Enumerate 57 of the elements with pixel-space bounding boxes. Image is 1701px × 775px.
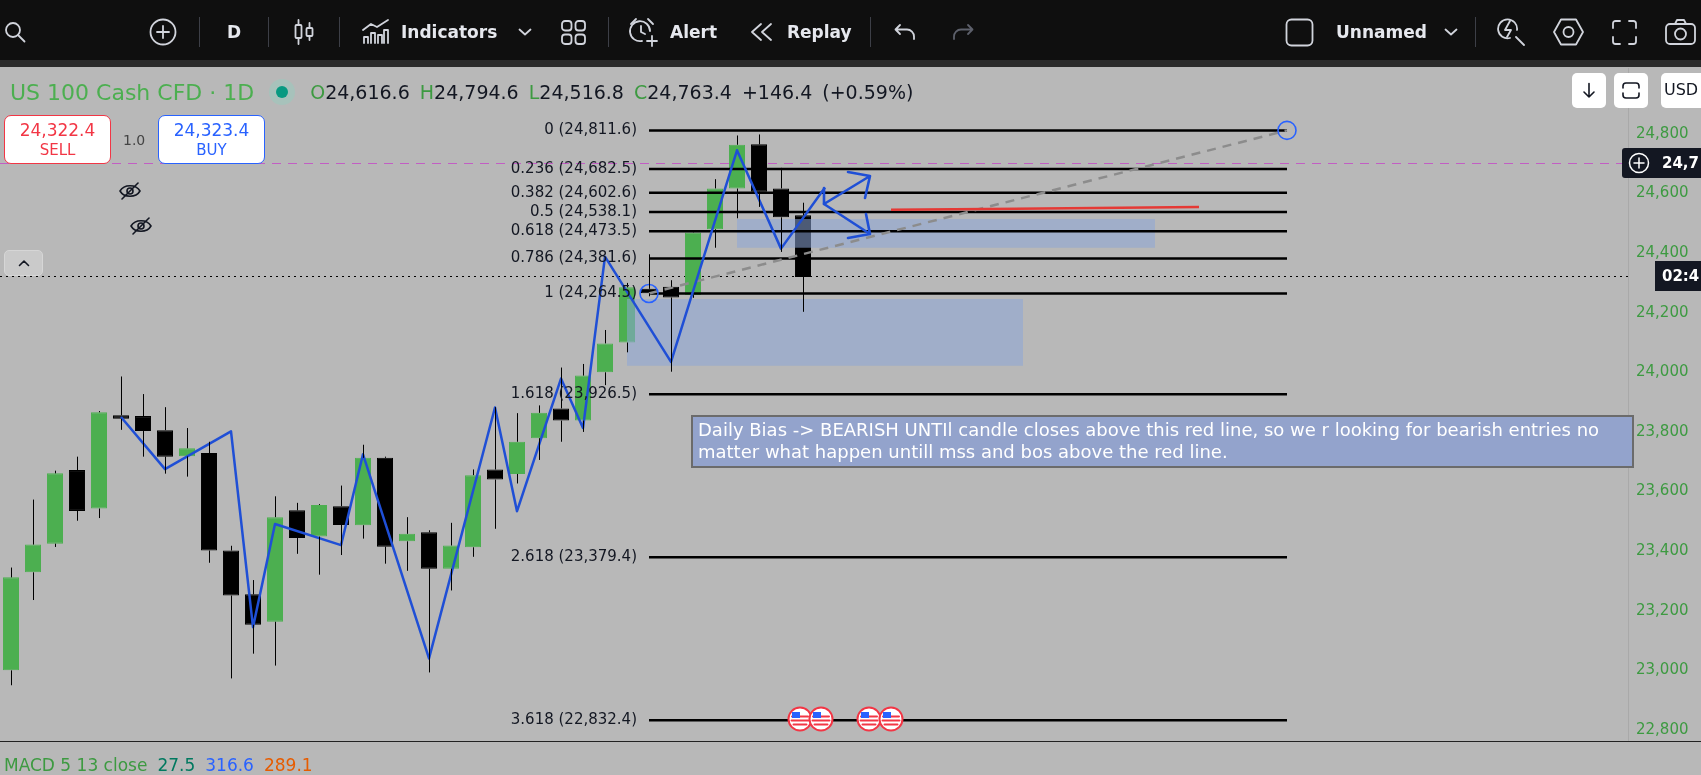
text: MACD 5 13 close <box>4 754 148 775</box>
y-tick-label: 23,800 <box>1636 421 1689 440</box>
candlestick <box>200 441 218 564</box>
candlestick <box>266 495 284 667</box>
candlestick <box>112 375 130 431</box>
text: US 100 Cash CFD · 1D <box>10 79 255 105</box>
candlestick <box>376 457 394 565</box>
series-label: 0.382 (24,602.6) <box>510 182 637 201</box>
sell-button: 24,322.4 SELL <box>4 115 111 164</box>
candlestick <box>2 567 20 686</box>
text: 02:4 <box>1655 261 1701 291</box>
candlestick <box>508 412 526 484</box>
series-label: 2.618 (23,379.4) <box>510 547 637 566</box>
candlestick <box>596 329 614 386</box>
annotation: SELL <box>38 140 77 160</box>
text: O24,616.6 H24,794.6 L24,516.8 C24,763.4 +146.4 (+0.59%) <box>310 81 914 103</box>
candlestick <box>68 456 86 522</box>
text: 27.5 <box>157 754 196 775</box>
y-tick-label: 24,200 <box>1636 302 1689 321</box>
annotation: Daily Bias -> BEARISH UNTIl candle closes above this red line, so we r looking for bearish entries no matter what happen untill mss and bos above the red line. <box>691 415 1634 468</box>
series-label: 0.5 (24,538.1) <box>529 201 637 220</box>
series-label: 0.236 (24,682.5) <box>510 158 637 177</box>
y-tick-label: 23,400 <box>1636 541 1689 560</box>
candlestick <box>156 406 174 475</box>
y-tick-label: 24,400 <box>1636 242 1689 261</box>
text: 24,7 <box>1655 148 1701 178</box>
series-label: 0.786 (24,381.6) <box>510 248 637 267</box>
y-tick-label: 23,200 <box>1636 600 1689 619</box>
buy-button: 24,323.4 BUY <box>158 115 265 164</box>
y-tick-label: 24,800 <box>1636 123 1689 142</box>
series-label: 0.618 (24,473.5) <box>510 221 637 240</box>
candlestick <box>288 502 306 555</box>
text: 316.6 <box>205 754 254 775</box>
series-label: 3.618 (22,832.4) <box>510 710 637 729</box>
annotation: 24,322.4 <box>18 119 97 141</box>
y-tick-label: 23,600 <box>1636 481 1689 500</box>
annotation: 24,323.4 <box>172 119 251 141</box>
y-tick-label: 22,800 <box>1636 719 1689 738</box>
text: 289.1 <box>263 754 313 775</box>
y-tick-label: 23,000 <box>1636 660 1689 679</box>
candlestick <box>24 499 42 601</box>
text: Replay <box>787 21 852 44</box>
candlestick <box>310 504 328 576</box>
currency-button: USD <box>1661 73 1701 108</box>
series-label: 0 (24,811.6) <box>544 120 637 139</box>
text: Unnamed <box>1336 21 1427 44</box>
candlestick <box>398 516 416 572</box>
text: Alert <box>670 21 718 44</box>
y-tick-label: 24,600 <box>1636 183 1689 202</box>
y-tick-label: 24,000 <box>1636 362 1689 381</box>
candlestick <box>420 529 438 673</box>
candlestick <box>222 545 240 679</box>
text: Indicators <box>401 21 498 44</box>
annotation: BUY <box>195 140 228 160</box>
annotation: 1.0 <box>123 131 146 150</box>
text: D <box>227 21 242 44</box>
candlestick <box>90 412 108 519</box>
